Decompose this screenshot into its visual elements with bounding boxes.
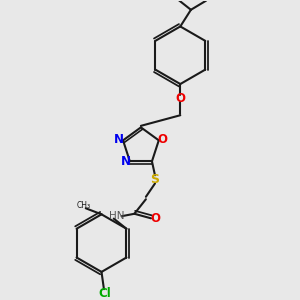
Text: S: S: [151, 173, 160, 186]
Text: N: N: [121, 155, 131, 169]
Text: Cl: Cl: [98, 286, 111, 300]
Text: HN: HN: [109, 211, 124, 221]
Text: O: O: [158, 133, 168, 146]
Text: CH₃: CH₃: [76, 201, 90, 210]
Text: O: O: [175, 92, 185, 105]
Text: O: O: [150, 212, 160, 225]
Text: N: N: [114, 133, 124, 146]
